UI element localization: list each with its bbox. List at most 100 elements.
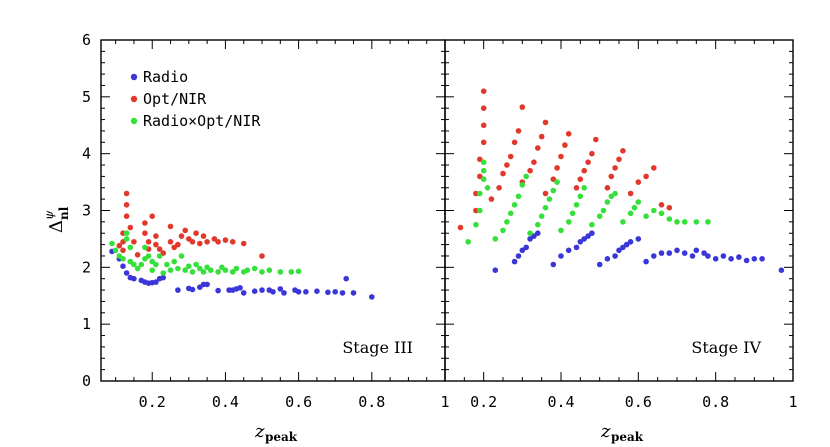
data-point-radio-opt-nir xyxy=(182,267,188,274)
data-point-opt-nir xyxy=(167,239,174,245)
data-point-opt-nir xyxy=(616,156,622,163)
data-point-radio-opt-nir xyxy=(244,267,251,274)
data-point-radio xyxy=(565,247,572,254)
data-point-radio-opt-nir xyxy=(600,207,607,214)
data-point-radio xyxy=(531,233,537,239)
x-tick-label: 0.4 xyxy=(547,393,574,411)
data-point-radio-opt-nir xyxy=(507,210,514,217)
y-tick-label: 3 xyxy=(82,202,91,220)
data-point-radio xyxy=(259,287,265,293)
legend-label: Opt/NIR xyxy=(143,90,207,108)
data-point-radio-opt-nir xyxy=(550,187,557,194)
data-point-radio xyxy=(693,247,700,254)
data-point-radio xyxy=(153,279,159,285)
data-point-radio-opt-nir xyxy=(175,265,181,272)
data-point-radio xyxy=(778,267,785,274)
data-point-opt-nir xyxy=(480,88,487,94)
data-point-radio-opt-nir xyxy=(465,239,472,245)
data-point-radio xyxy=(215,287,221,294)
data-point-opt-nir xyxy=(473,207,479,214)
x-tick-label: 0.2 xyxy=(470,393,497,411)
data-point-radio xyxy=(523,244,529,251)
data-point-radio-opt-nir xyxy=(178,253,185,259)
data-point-radio xyxy=(175,287,181,293)
data-point-opt-nir xyxy=(538,133,545,140)
data-point-radio xyxy=(674,247,680,254)
data-point-opt-nir xyxy=(200,233,207,239)
data-point-radio-opt-nir xyxy=(295,268,302,275)
data-point-radio-opt-nir xyxy=(477,207,483,214)
data-point-radio-opt-nir xyxy=(515,193,522,200)
data-point-radio-opt-nir xyxy=(596,213,603,219)
data-point-opt-nir xyxy=(496,185,502,191)
data-point-opt-nir xyxy=(182,227,188,234)
y-tick-label: 4 xyxy=(82,145,91,163)
legend-marker xyxy=(130,95,138,103)
data-point-opt-nir xyxy=(627,190,634,197)
data-point-radio-opt-nir xyxy=(681,219,688,225)
data-point-opt-nir xyxy=(562,142,568,148)
data-point-opt-nir xyxy=(189,239,196,245)
data-point-radio-opt-nir xyxy=(208,267,214,274)
data-point-radio-opt-nir xyxy=(233,265,240,272)
data-point-radio xyxy=(204,281,210,288)
data-point-radio-opt-nir xyxy=(658,210,665,217)
data-point-radio-opt-nir xyxy=(189,269,196,275)
data-point-opt-nir xyxy=(153,233,159,239)
y-axis-label-symbol: Δ xyxy=(46,220,67,233)
data-point-opt-nir xyxy=(259,253,265,259)
data-point-opt-nir xyxy=(593,136,599,143)
data-point-radio xyxy=(589,230,595,236)
data-point-opt-nir xyxy=(120,247,126,254)
data-point-radio-opt-nir xyxy=(546,196,553,202)
data-point-radio xyxy=(325,289,331,296)
data-point-opt-nir xyxy=(666,204,673,211)
data-point-radio-opt-nir xyxy=(666,216,673,222)
data-point-radio-opt-nir xyxy=(112,247,119,254)
data-point-radio-opt-nir xyxy=(134,265,141,272)
legend-marker xyxy=(130,73,138,81)
data-point-radio-opt-nir xyxy=(149,267,155,274)
data-point-radio xyxy=(519,247,526,254)
x-tick-label: 1 xyxy=(788,393,797,411)
data-point-opt-nir xyxy=(531,159,537,165)
data-point-opt-nir xyxy=(215,239,221,245)
data-point-radio-opt-nir xyxy=(197,265,203,272)
data-point-radio xyxy=(558,253,564,259)
data-point-radio xyxy=(651,253,657,259)
data-point-radio xyxy=(577,239,584,245)
data-point-radio xyxy=(759,255,765,262)
data-point-opt-nir xyxy=(457,224,464,231)
data-point-opt-nir xyxy=(558,153,564,160)
data-point-opt-nir xyxy=(620,148,626,154)
data-point-opt-nir xyxy=(651,165,657,171)
data-point-radio-opt-nir xyxy=(573,202,580,208)
y-axis-label-subscript: nl xyxy=(57,206,71,220)
data-point-opt-nir xyxy=(480,105,487,111)
x-tick-label: 0.8 xyxy=(358,393,385,411)
data-point-radio-opt-nir xyxy=(589,221,595,228)
data-point-radio xyxy=(237,285,243,291)
data-point-radio xyxy=(281,290,287,296)
data-point-radio xyxy=(535,230,541,236)
data-point-radio-opt-nir xyxy=(535,221,541,228)
y-tick-label: 0 xyxy=(82,372,91,390)
data-point-opt-nir xyxy=(153,241,159,248)
data-point-opt-nir xyxy=(504,162,510,168)
data-point-radio xyxy=(492,267,499,274)
data-point-opt-nir xyxy=(222,237,229,243)
data-point-opt-nir xyxy=(473,190,479,197)
data-point-opt-nir xyxy=(535,145,541,151)
data-point-opt-nir xyxy=(123,213,130,219)
data-point-opt-nir xyxy=(197,240,203,247)
data-point-radio-opt-nir xyxy=(277,269,284,275)
data-point-radio-opt-nir xyxy=(138,261,145,268)
data-point-radio-opt-nir xyxy=(127,244,134,251)
data-point-radio xyxy=(701,250,707,256)
data-point-radio xyxy=(681,250,688,256)
y-tick-label: 5 xyxy=(82,88,91,106)
data-point-radio-opt-nir xyxy=(171,258,177,265)
data-point-radio xyxy=(332,289,339,295)
data-point-radio-opt-nir xyxy=(186,263,192,270)
data-point-opt-nir xyxy=(131,239,137,245)
